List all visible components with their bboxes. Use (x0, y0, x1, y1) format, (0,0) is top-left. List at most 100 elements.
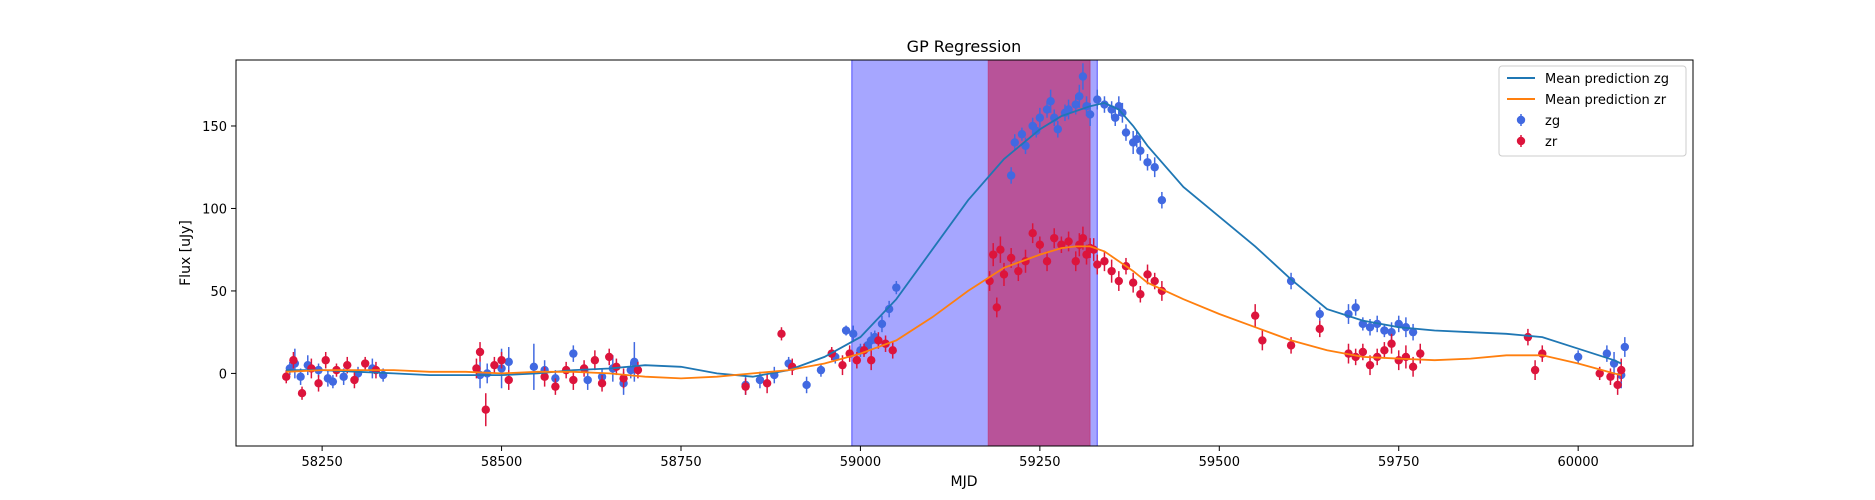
data-point-zr (481, 393, 490, 427)
marker (1050, 233, 1059, 243)
marker (1258, 336, 1267, 345)
data-point-zg (1111, 109, 1120, 126)
marker (1602, 349, 1612, 358)
marker (884, 304, 894, 314)
marker (1085, 110, 1095, 119)
data-point-zg (816, 363, 826, 377)
marker (1035, 113, 1045, 122)
data-point-zr (321, 351, 330, 369)
marker (1017, 130, 1027, 139)
marker (1136, 146, 1145, 155)
data-point-zr (297, 386, 307, 400)
data-point-zg (1573, 350, 1583, 364)
plot-frame (235, 59, 1694, 447)
data-point-zg (770, 366, 779, 384)
marker (1111, 113, 1120, 122)
data-point-zg (1143, 154, 1152, 171)
marker (1157, 196, 1167, 205)
marker (504, 375, 513, 385)
legend-box (1498, 65, 1687, 157)
marker (1071, 257, 1080, 266)
data-point-zg (1010, 134, 1019, 151)
marker (1121, 128, 1131, 137)
marker (1613, 380, 1622, 390)
plot-marks (282, 63, 1630, 427)
marker (1351, 303, 1360, 312)
marker (877, 319, 887, 329)
marker (1132, 134, 1141, 144)
marker (1387, 327, 1396, 337)
data-point-zg (1136, 140, 1145, 161)
marker (1035, 240, 1045, 249)
marker (999, 270, 1009, 279)
data-point-zr (1365, 355, 1375, 376)
marker (605, 352, 614, 362)
y-tick-label: 0 (219, 367, 227, 382)
data-point-zr (1408, 356, 1418, 377)
marker (866, 356, 876, 365)
marker (1394, 356, 1403, 365)
marker (1143, 158, 1152, 167)
data-point-zr (992, 297, 1001, 318)
data-point-zr (1136, 285, 1145, 303)
data-point-zr (551, 378, 560, 395)
marker (1315, 324, 1324, 334)
data-point-zr (1014, 261, 1023, 282)
marker (597, 379, 607, 388)
data-point-zr (1057, 236, 1066, 253)
marker (497, 356, 506, 365)
marker (343, 360, 352, 370)
data-point-zr (350, 371, 359, 389)
data-point-zr (1387, 333, 1396, 354)
legend-label-zr: zr (1545, 135, 1558, 150)
marker (1380, 346, 1389, 355)
series-line-mean-zg (286, 101, 1622, 378)
marker (1620, 342, 1630, 352)
marker (1046, 97, 1055, 106)
data-point-zg (1602, 345, 1612, 362)
marker (1071, 100, 1080, 109)
marker (1606, 372, 1615, 381)
marker (1006, 253, 1016, 263)
data-point-zr (619, 368, 628, 389)
marker (569, 375, 578, 385)
marker (282, 372, 291, 381)
marker (1408, 362, 1418, 372)
marker (1573, 352, 1583, 362)
data-point-zg (328, 375, 338, 389)
data-point-zg (1394, 315, 1403, 333)
data-point-zr (1143, 264, 1152, 285)
marker (1365, 323, 1375, 332)
marker (1078, 72, 1088, 81)
marker (633, 365, 643, 375)
marker (1042, 105, 1052, 114)
data-point-zr (1250, 304, 1260, 328)
data-point-zg (892, 281, 901, 295)
data-point-zr (475, 342, 485, 362)
data-point-zr (605, 348, 614, 366)
marker (1150, 276, 1159, 286)
data-point-zr (1107, 259, 1116, 283)
data-point-zr (1380, 342, 1389, 359)
marker (802, 380, 811, 390)
marker (314, 379, 323, 388)
marker (504, 357, 513, 367)
marker (1093, 95, 1102, 104)
series-line-mean-zr (286, 245, 1622, 380)
marker (1617, 365, 1626, 375)
data-point-zg (849, 325, 858, 343)
data-point-zr (590, 350, 600, 371)
marker (1107, 266, 1116, 276)
data-point-zr (866, 350, 876, 371)
marker (540, 372, 549, 381)
y-tick-label: 100 (202, 202, 227, 217)
marker (1286, 341, 1296, 350)
marker (1014, 266, 1023, 276)
data-point-zr (874, 332, 883, 349)
x-tick-label: 59000 (840, 455, 881, 470)
data-point-zr (1071, 251, 1080, 272)
data-point-zg (1100, 96, 1109, 113)
data-point-zr (989, 243, 998, 267)
data-point-zg (884, 300, 894, 318)
